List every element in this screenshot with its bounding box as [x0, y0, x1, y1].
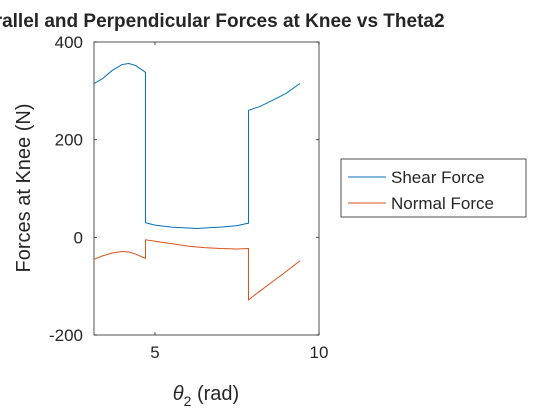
- x-axis-label: θ2 (rad): [173, 383, 239, 409]
- legend-label-shear-force: Shear Force: [391, 168, 485, 187]
- series-layer: [93, 62, 301, 301]
- y-tick-label: -200: [49, 326, 83, 345]
- y-tick-label: 0: [74, 228, 83, 247]
- legend: Shear Force Normal Force: [340, 158, 527, 218]
- chart-title: Parallel and Perpendicular Forces at Kne…: [0, 11, 445, 32]
- x-axis-label-unit: (rad): [191, 383, 239, 405]
- y-axis-label: Forces at Knee (N): [13, 104, 35, 273]
- x-tick-label: 10: [310, 343, 329, 362]
- x-tick-label: 5: [150, 343, 159, 362]
- series-line-shear-force: [93, 62, 301, 230]
- legend-label-normal-force: Normal Force: [391, 194, 494, 213]
- tick-layer: 5 10 -200 0 200 400: [49, 33, 328, 362]
- legend-box: [340, 158, 527, 218]
- series-line-normal-force: [93, 239, 301, 301]
- x-axis-label-subscript: 2: [184, 393, 192, 409]
- y-tick-label: 400: [55, 33, 83, 52]
- y-tick-label: 200: [55, 131, 83, 150]
- plot-area: [93, 41, 320, 336]
- x-axis-label-symbol: θ: [173, 383, 184, 405]
